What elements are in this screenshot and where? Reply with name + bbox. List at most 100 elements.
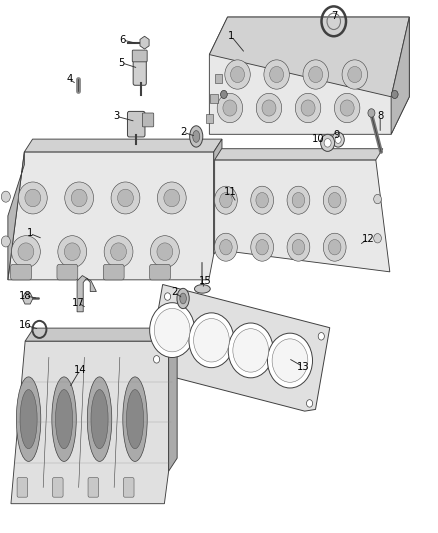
- Ellipse shape: [219, 192, 232, 208]
- FancyBboxPatch shape: [142, 113, 154, 127]
- Ellipse shape: [52, 377, 76, 462]
- Text: 6: 6: [120, 35, 126, 45]
- Polygon shape: [206, 114, 213, 123]
- Text: 7: 7: [332, 11, 338, 21]
- Text: 17: 17: [71, 298, 85, 308]
- Circle shape: [268, 333, 312, 388]
- Circle shape: [150, 303, 195, 358]
- Circle shape: [194, 319, 229, 362]
- Circle shape: [368, 109, 375, 117]
- Ellipse shape: [127, 390, 144, 449]
- Text: 5: 5: [119, 58, 125, 68]
- FancyBboxPatch shape: [57, 264, 78, 280]
- Ellipse shape: [193, 131, 200, 142]
- Polygon shape: [210, 94, 218, 103]
- Ellipse shape: [251, 186, 274, 214]
- Ellipse shape: [157, 182, 186, 214]
- Polygon shape: [25, 328, 177, 341]
- Ellipse shape: [217, 93, 243, 123]
- Polygon shape: [8, 152, 214, 280]
- Circle shape: [374, 233, 381, 243]
- Ellipse shape: [301, 100, 315, 116]
- Text: 9: 9: [333, 130, 339, 140]
- Ellipse shape: [177, 288, 189, 309]
- Ellipse shape: [348, 67, 362, 83]
- Ellipse shape: [256, 239, 268, 255]
- Polygon shape: [8, 152, 25, 280]
- Ellipse shape: [91, 390, 108, 449]
- Ellipse shape: [111, 182, 140, 214]
- Circle shape: [221, 91, 227, 99]
- Ellipse shape: [18, 182, 47, 214]
- Ellipse shape: [223, 100, 237, 116]
- Text: 1: 1: [27, 229, 33, 238]
- Polygon shape: [152, 285, 330, 411]
- Polygon shape: [214, 139, 222, 254]
- Circle shape: [228, 323, 273, 378]
- Text: 1: 1: [228, 31, 234, 41]
- Circle shape: [153, 356, 160, 363]
- Ellipse shape: [25, 189, 41, 207]
- Ellipse shape: [292, 192, 305, 208]
- Polygon shape: [169, 328, 177, 471]
- Ellipse shape: [71, 189, 87, 207]
- Polygon shape: [25, 139, 222, 152]
- Ellipse shape: [64, 243, 80, 261]
- Ellipse shape: [342, 60, 367, 89]
- Ellipse shape: [180, 293, 187, 304]
- Ellipse shape: [251, 233, 274, 261]
- FancyBboxPatch shape: [11, 264, 32, 280]
- Text: 3: 3: [113, 111, 119, 121]
- Ellipse shape: [157, 243, 173, 261]
- Circle shape: [307, 400, 313, 407]
- FancyBboxPatch shape: [17, 478, 28, 497]
- Circle shape: [392, 91, 398, 99]
- Text: 2: 2: [171, 287, 177, 297]
- Ellipse shape: [164, 189, 180, 207]
- Ellipse shape: [215, 233, 237, 261]
- Ellipse shape: [335, 93, 360, 123]
- Ellipse shape: [295, 93, 321, 123]
- Circle shape: [1, 236, 11, 247]
- Circle shape: [392, 91, 398, 99]
- Ellipse shape: [194, 285, 210, 293]
- FancyBboxPatch shape: [53, 478, 63, 497]
- Ellipse shape: [328, 239, 341, 255]
- FancyBboxPatch shape: [150, 264, 170, 280]
- Text: 2: 2: [180, 127, 186, 137]
- Text: 18: 18: [19, 291, 32, 301]
- Ellipse shape: [190, 126, 203, 147]
- Ellipse shape: [18, 243, 34, 261]
- FancyBboxPatch shape: [124, 478, 134, 497]
- Text: 12: 12: [361, 234, 374, 244]
- Circle shape: [165, 293, 171, 300]
- Circle shape: [332, 132, 344, 147]
- Ellipse shape: [151, 236, 179, 268]
- Text: 14: 14: [74, 366, 86, 375]
- Text: 13: 13: [297, 362, 309, 372]
- Circle shape: [321, 134, 335, 151]
- Text: 4: 4: [66, 74, 72, 84]
- Ellipse shape: [123, 377, 147, 462]
- Ellipse shape: [323, 233, 346, 261]
- Circle shape: [324, 139, 331, 147]
- Polygon shape: [215, 74, 222, 83]
- Polygon shape: [391, 17, 409, 134]
- Text: 15: 15: [198, 277, 212, 286]
- Polygon shape: [209, 17, 409, 134]
- Ellipse shape: [56, 390, 73, 449]
- Ellipse shape: [323, 186, 346, 214]
- Circle shape: [272, 339, 308, 382]
- Polygon shape: [209, 17, 409, 97]
- Circle shape: [154, 309, 190, 352]
- FancyBboxPatch shape: [88, 478, 99, 497]
- FancyBboxPatch shape: [103, 264, 124, 280]
- Circle shape: [221, 91, 227, 99]
- Circle shape: [189, 313, 234, 368]
- Circle shape: [318, 333, 325, 340]
- Ellipse shape: [340, 100, 354, 116]
- Ellipse shape: [58, 236, 87, 268]
- Circle shape: [374, 195, 381, 204]
- Circle shape: [335, 136, 341, 143]
- Circle shape: [1, 191, 11, 202]
